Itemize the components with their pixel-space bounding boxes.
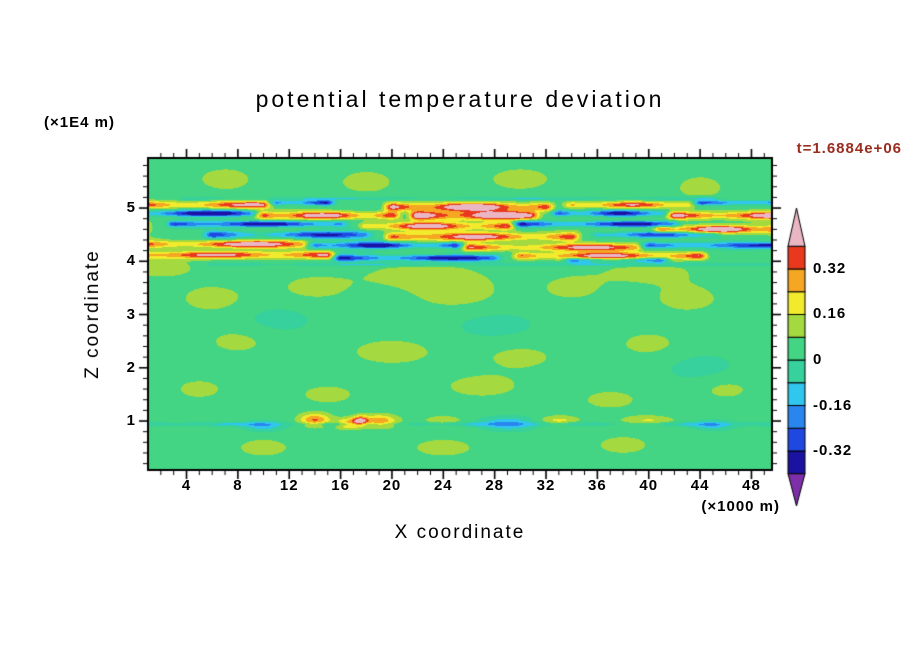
x-axis-label: X coordinate <box>394 522 526 543</box>
y-axis-label: Z coordinate <box>82 249 103 379</box>
x-axis-unit: (×1000 m) <box>701 498 780 515</box>
page-title: potential temperature deviation <box>255 86 665 112</box>
y-axis-unit: (×1E4 m) <box>44 114 115 131</box>
time-stamp: t=1.6884e+06 <box>796 140 902 157</box>
